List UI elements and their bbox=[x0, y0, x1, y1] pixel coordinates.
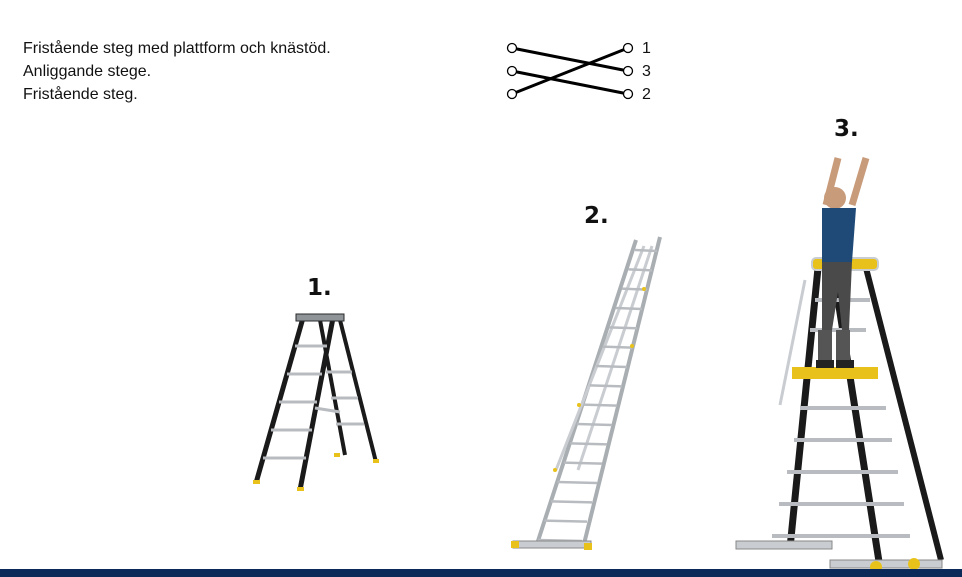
statement-3: Fristående steg. bbox=[23, 86, 138, 103]
bottom-bar bbox=[0, 569, 962, 577]
figure-label-1: 1. bbox=[307, 275, 332, 301]
statement-1: Fristående steg med plattform och knästö… bbox=[23, 40, 331, 57]
right-node-1[interactable] bbox=[622, 42, 634, 54]
answer-number-2: 3 bbox=[642, 63, 651, 80]
leaning-ladder-image bbox=[511, 236, 662, 550]
right-node-2[interactable] bbox=[622, 65, 634, 77]
match-line-2 bbox=[511, 69, 629, 96]
statement-2: Anliggande stege. bbox=[23, 63, 152, 80]
answer-number-3: 2 bbox=[642, 86, 651, 103]
stepladder-image bbox=[253, 313, 379, 491]
left-node-2[interactable] bbox=[506, 65, 518, 77]
worker-figure bbox=[816, 157, 870, 368]
matching-connector bbox=[511, 46, 629, 96]
right-node-3[interactable] bbox=[622, 88, 634, 100]
platform-ladder-image bbox=[735, 157, 944, 573]
left-node-1[interactable] bbox=[506, 42, 518, 54]
figure-label-2: 2. bbox=[584, 203, 609, 229]
left-node-3[interactable] bbox=[506, 88, 518, 100]
answer-number-1: 1 bbox=[642, 40, 651, 57]
figure-label-3: 3. bbox=[834, 116, 859, 142]
match-line-1 bbox=[511, 46, 629, 73]
match-line-3 bbox=[511, 46, 629, 96]
